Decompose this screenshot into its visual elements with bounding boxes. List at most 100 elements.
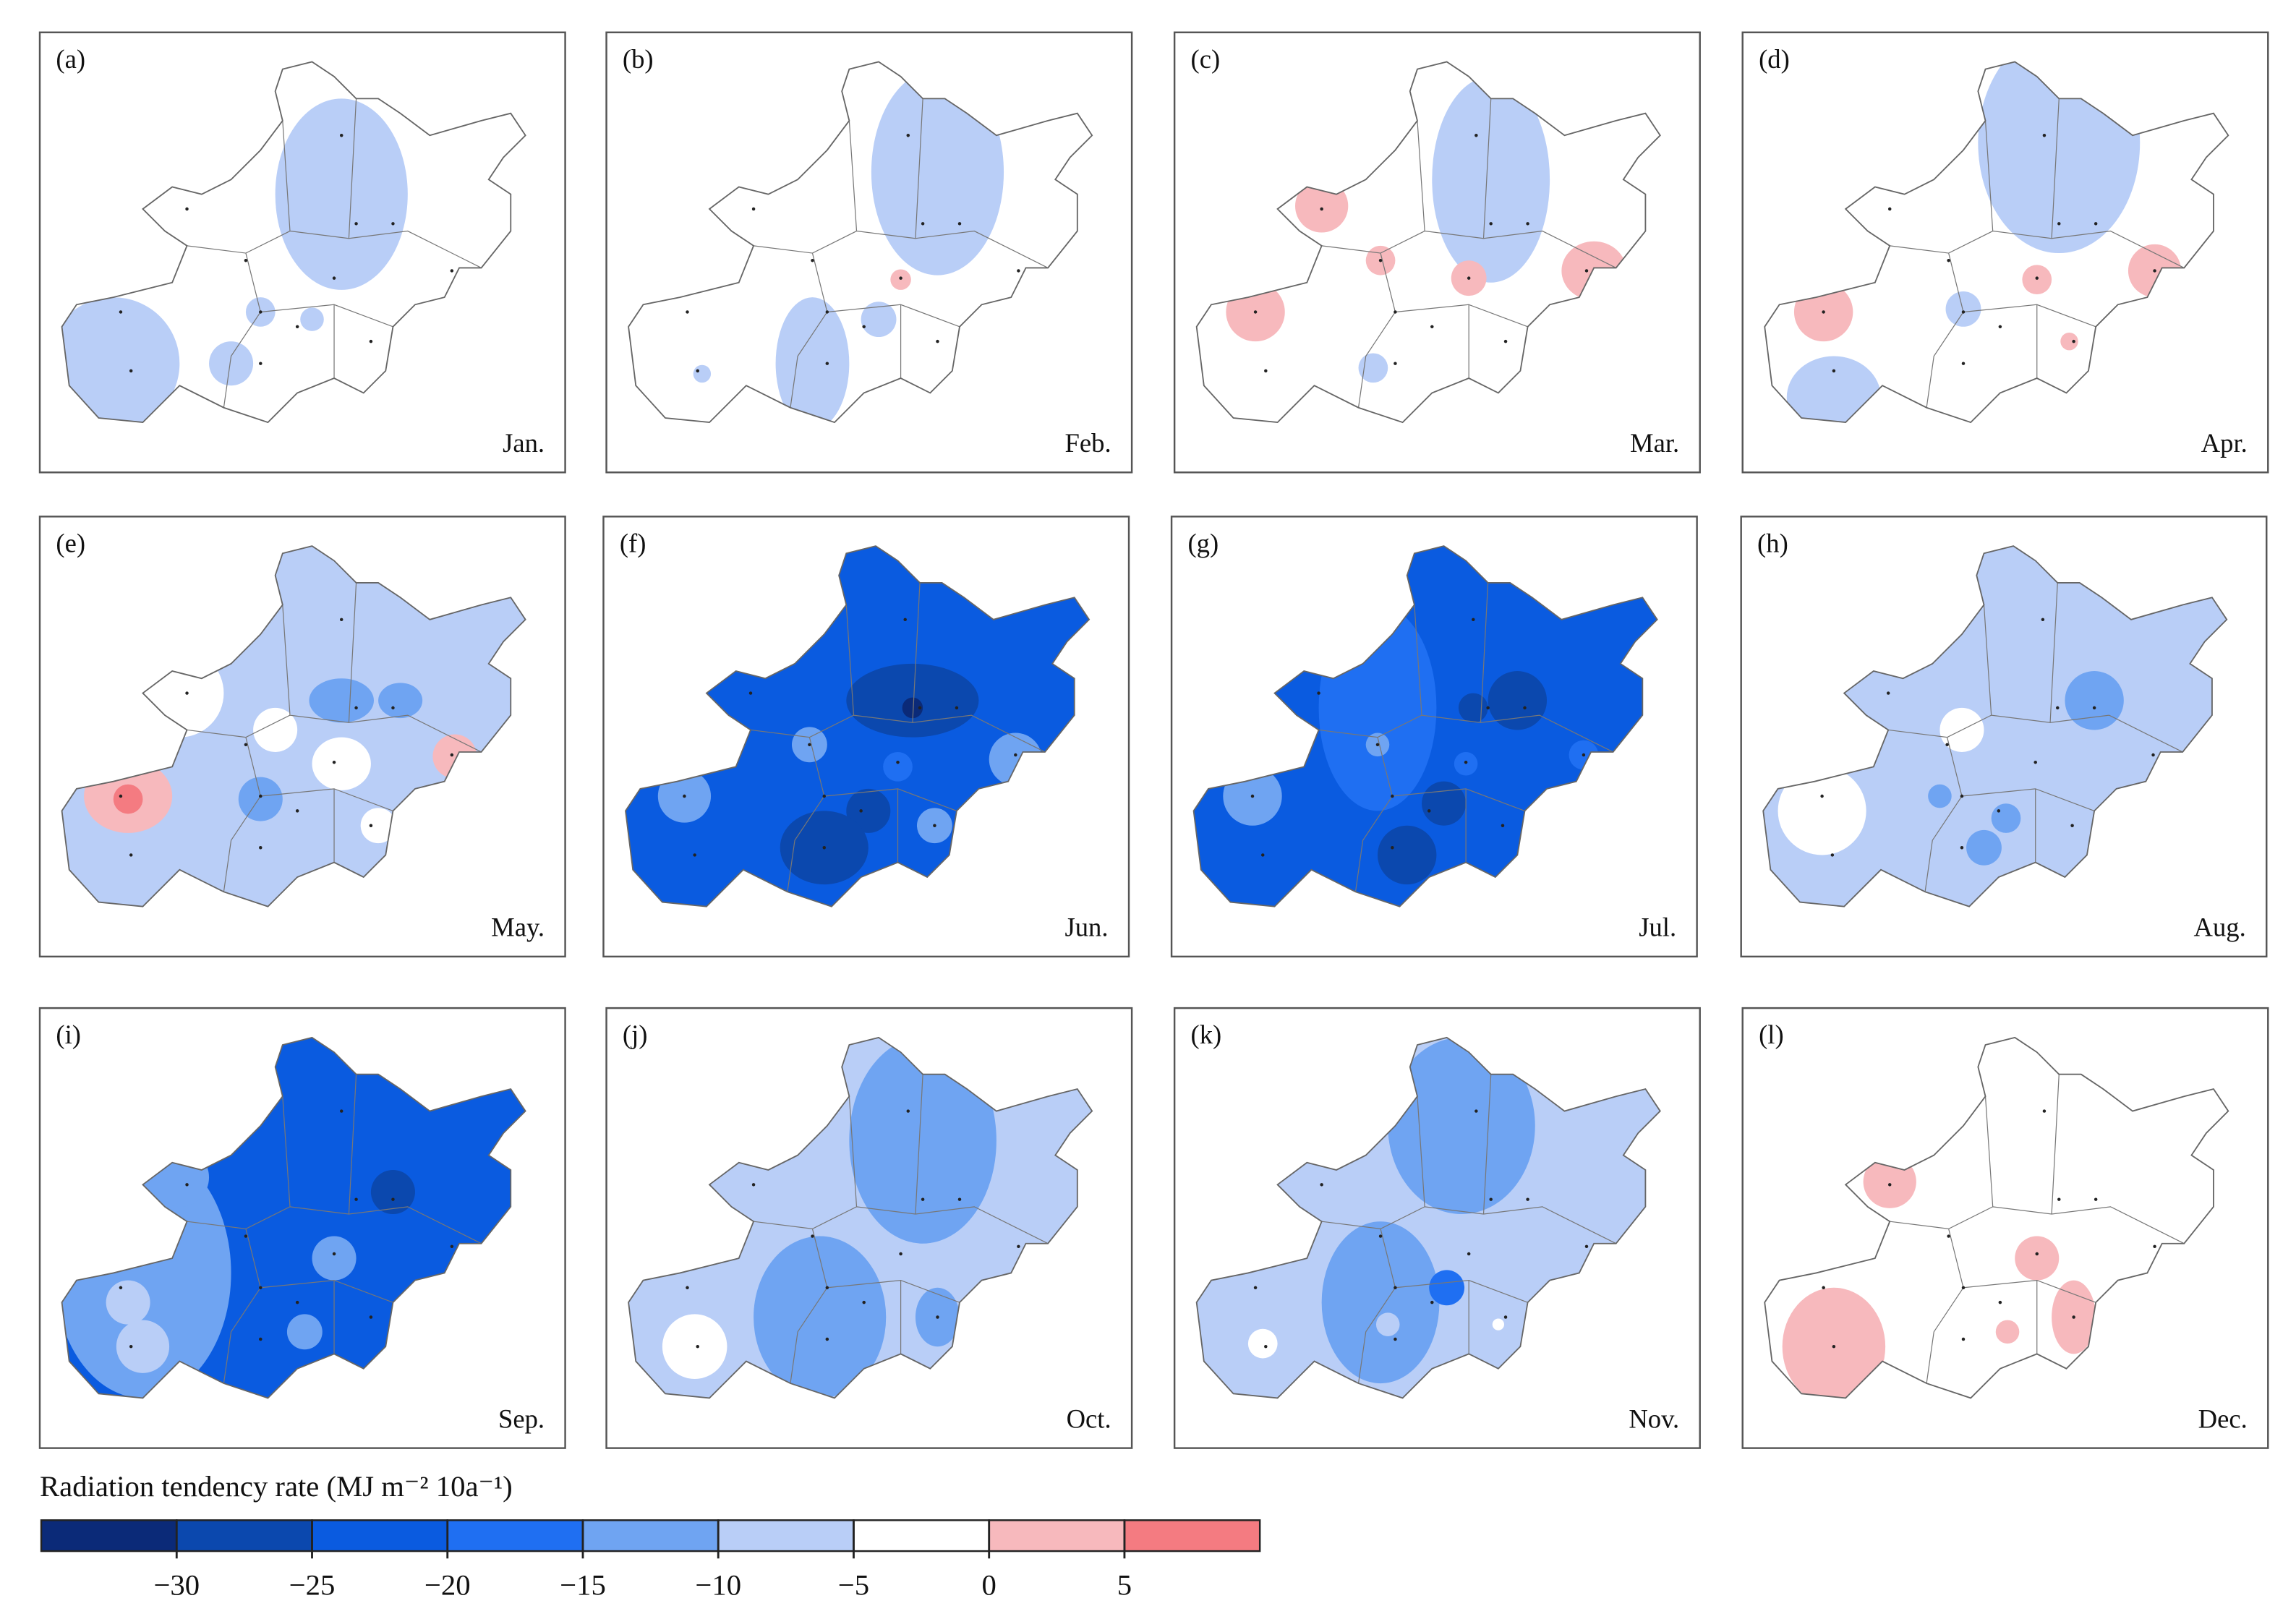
station bbox=[1886, 691, 1890, 695]
panel-letter: (k) bbox=[1191, 1020, 1222, 1049]
shaded-area bbox=[1488, 671, 1548, 730]
outline bbox=[628, 61, 1093, 424]
shaded-area bbox=[116, 1320, 170, 1373]
station bbox=[1264, 369, 1268, 373]
station bbox=[1584, 1244, 1589, 1249]
shaded-area bbox=[61, 297, 180, 423]
station bbox=[1394, 362, 1397, 365]
station bbox=[1526, 1197, 1529, 1201]
station bbox=[332, 276, 336, 280]
station bbox=[1489, 222, 1493, 226]
station bbox=[2042, 1109, 2047, 1113]
shaded-area bbox=[309, 678, 374, 723]
shaded-area bbox=[1966, 829, 2002, 866]
boundary bbox=[1890, 98, 2185, 408]
station bbox=[1261, 853, 1265, 857]
station bbox=[1427, 809, 1431, 813]
station bbox=[751, 1183, 756, 1187]
station bbox=[936, 339, 939, 343]
boundary bbox=[753, 1074, 1049, 1384]
outline bbox=[1764, 61, 2229, 424]
panel-letter: (g) bbox=[1187, 528, 1219, 558]
station bbox=[2094, 222, 2098, 226]
station bbox=[1503, 339, 1508, 343]
shading bbox=[1778, 671, 2124, 866]
station bbox=[369, 1315, 373, 1319]
shaded-area bbox=[209, 341, 254, 386]
map-panel: (i) Sep. bbox=[38, 1007, 566, 1449]
shaded-area bbox=[1458, 693, 1488, 723]
colorbar-box bbox=[581, 1519, 720, 1552]
map-panel: (b) Feb. bbox=[605, 31, 1133, 474]
station bbox=[354, 1197, 358, 1201]
boundary bbox=[187, 582, 482, 892]
shaded-area bbox=[1321, 1221, 1440, 1384]
shaded-area bbox=[1945, 291, 1981, 327]
shaded-area bbox=[275, 98, 408, 290]
station bbox=[822, 794, 826, 798]
colorbar-tick-label: 5 bbox=[1117, 1568, 1132, 1601]
station bbox=[862, 325, 866, 329]
shaded-area bbox=[370, 1169, 415, 1215]
station bbox=[1822, 310, 1825, 314]
shaded-area bbox=[693, 364, 712, 383]
shaded-area bbox=[883, 751, 913, 782]
station bbox=[1947, 258, 1950, 262]
station bbox=[354, 706, 358, 710]
region-fill bbox=[1196, 1037, 1660, 1398]
boundary bbox=[1890, 1074, 2185, 1384]
map-panel: (f) Jun. bbox=[602, 516, 1130, 958]
station bbox=[1017, 269, 1020, 273]
station bbox=[903, 618, 907, 622]
station bbox=[696, 1344, 699, 1349]
colorbar-box bbox=[853, 1519, 990, 1552]
map-panel: (l) Dec. bbox=[1741, 1007, 2269, 1449]
station bbox=[1887, 1183, 1892, 1187]
panel-month: Mar. bbox=[1630, 428, 1679, 458]
station bbox=[259, 846, 263, 850]
shaded-area bbox=[902, 697, 923, 719]
boundary bbox=[750, 582, 1046, 892]
outline bbox=[61, 1036, 526, 1399]
colorbar-tick-label: −20 bbox=[424, 1568, 471, 1601]
colorbar-box bbox=[717, 1519, 855, 1552]
map-panel: (k) Nov. bbox=[1173, 1007, 1701, 1449]
panel-letter: (l) bbox=[1759, 1020, 1784, 1049]
station bbox=[259, 794, 263, 798]
shaded-area bbox=[1432, 76, 1550, 283]
station bbox=[1391, 846, 1394, 850]
station bbox=[1998, 1300, 2002, 1304]
station bbox=[1832, 1344, 1836, 1349]
station bbox=[295, 325, 299, 329]
station bbox=[450, 753, 454, 757]
station bbox=[2153, 1244, 2156, 1249]
panel-letter: (j) bbox=[623, 1020, 648, 1049]
shaded-area bbox=[360, 808, 396, 844]
panel-letter: (c) bbox=[1191, 44, 1221, 74]
station bbox=[2057, 1197, 2061, 1201]
shaded-area bbox=[1928, 784, 1952, 808]
outline bbox=[61, 61, 526, 424]
station bbox=[686, 1286, 689, 1290]
shaded-area bbox=[1375, 1312, 1400, 1336]
station bbox=[822, 846, 826, 850]
station bbox=[391, 706, 395, 710]
station bbox=[2057, 222, 2061, 226]
shaded-area bbox=[2015, 1236, 2060, 1281]
colorbar-tick-label: −30 bbox=[153, 1568, 200, 1601]
panel-month: May. bbox=[491, 913, 545, 942]
colorbar-tick-label: −15 bbox=[560, 1568, 606, 1601]
station bbox=[332, 1252, 336, 1256]
station bbox=[1391, 794, 1394, 798]
colorbar-box bbox=[1123, 1519, 1261, 1552]
colorbar-title: Radiation tendency rate (MJ m⁻² 10a⁻¹) bbox=[40, 1470, 513, 1503]
shaded-area bbox=[1429, 1270, 1465, 1306]
station bbox=[1264, 1344, 1268, 1349]
shaded-area bbox=[238, 777, 283, 821]
station bbox=[450, 1244, 454, 1249]
station bbox=[129, 853, 133, 857]
outline bbox=[1195, 61, 1661, 424]
panel-letter: (h) bbox=[1757, 528, 1788, 558]
boundary bbox=[1321, 1074, 1616, 1384]
map-panel: (d) Apr. bbox=[1741, 31, 2269, 474]
